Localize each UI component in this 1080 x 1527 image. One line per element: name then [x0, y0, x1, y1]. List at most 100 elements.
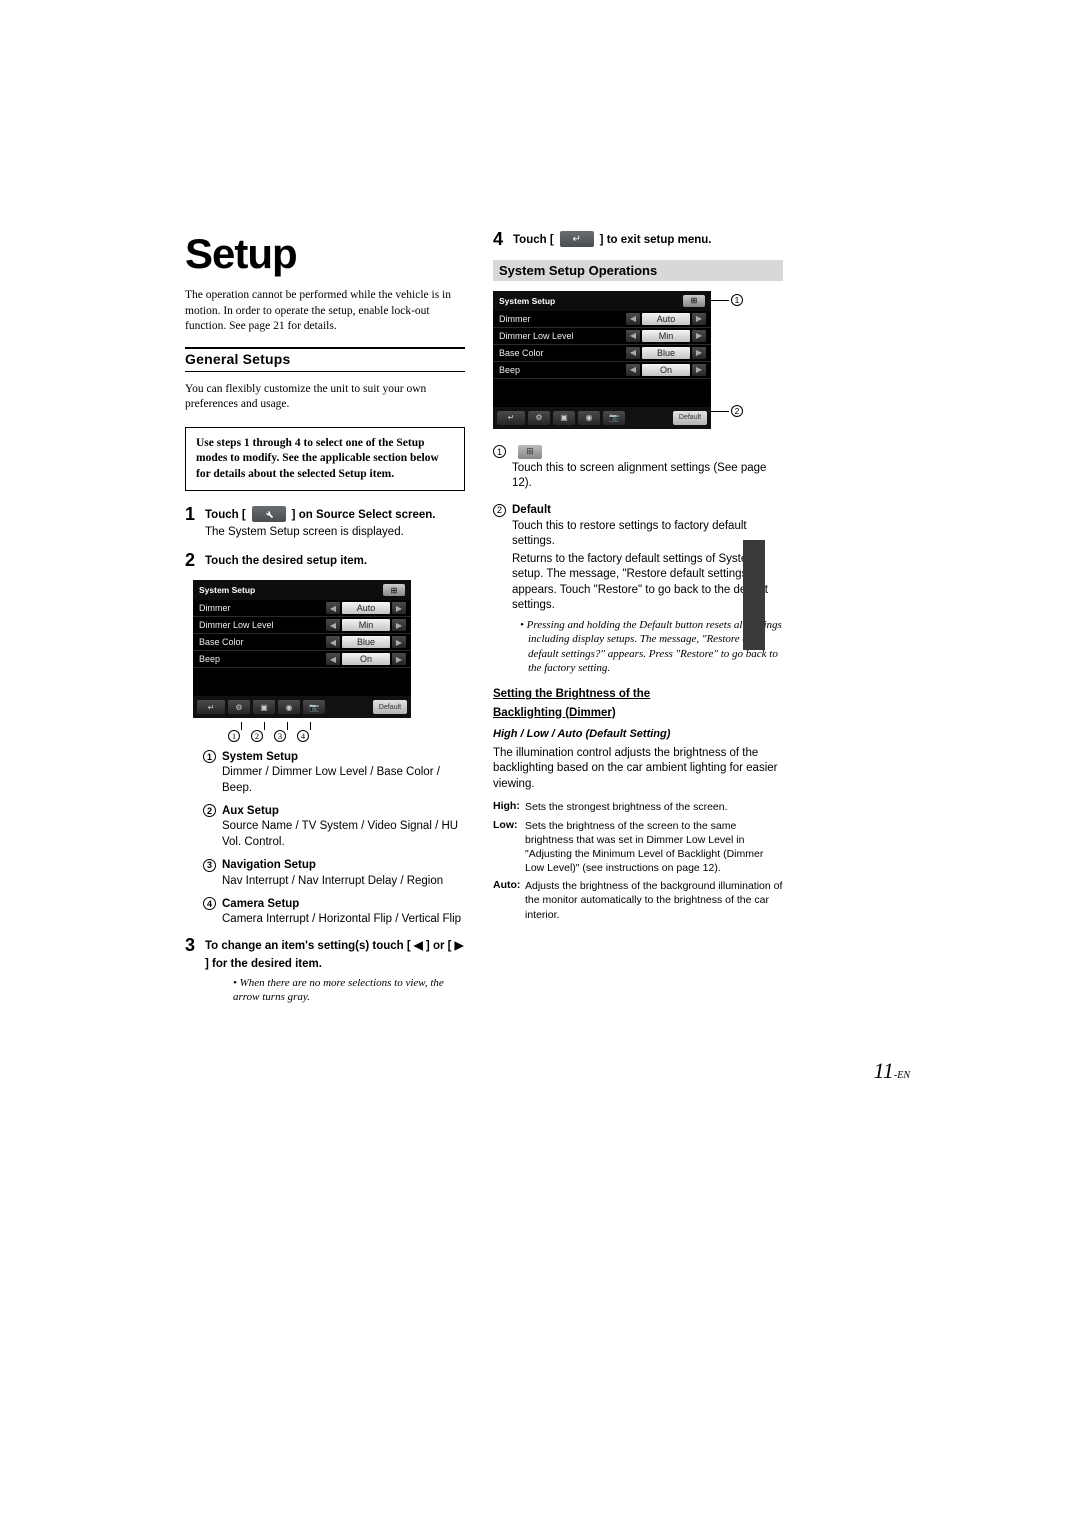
- setup-item: 3Navigation SetupNav Interrupt / Nav Int…: [203, 859, 465, 890]
- callout-4: 4: [297, 730, 309, 742]
- system-setup-screenshot: System Setup ⊞ DimmerAutoDimmer Low Leve…: [193, 580, 411, 718]
- intro-text: The operation cannot be performed while …: [185, 288, 465, 335]
- setting-label: Base Color: [497, 348, 625, 358]
- setting-row: Beep On: [193, 651, 411, 668]
- wrench-icon: [252, 506, 286, 522]
- default-button: Default: [373, 700, 407, 714]
- setting-label: Dimmer Low Level: [197, 620, 325, 630]
- page-number: 11-EN: [185, 1058, 910, 1084]
- left-arrow-icon: [326, 636, 340, 648]
- definition-term: Auto:: [493, 879, 525, 922]
- right-arrow-icon: [692, 313, 706, 325]
- brightness-heading-1: Setting the Brightness of the: [493, 685, 783, 703]
- definition-row: Low:Sets the brightness of the screen to…: [493, 819, 783, 876]
- setting-row: Beep On: [493, 362, 711, 379]
- brightness-intro: The illumination control adjusts the bri…: [493, 746, 783, 793]
- right-column: 4 Touch [ ↵ ] to exit setup menu. System…: [493, 230, 783, 1018]
- definition-term: High:: [493, 800, 525, 814]
- step-3-note: • When there are no more selections to v…: [233, 976, 465, 1005]
- item-number: 2: [203, 804, 216, 817]
- item-desc: Nav Interrupt / Nav Interrupt Delay / Re…: [222, 874, 465, 890]
- screenshot-title: System Setup: [499, 296, 555, 306]
- instruction-box: Use steps 1 through 4 to select one of t…: [185, 427, 465, 492]
- step-number: 2: [185, 551, 205, 571]
- callout-1-desc: Touch this to screen alignment settings …: [512, 461, 783, 492]
- item-number: 3: [203, 859, 216, 872]
- setting-value: Min: [642, 330, 690, 342]
- setup-item: 1 System Setup Dimmer / Dimmer Low Level /…: [203, 750, 465, 796]
- setting-value: Min: [342, 619, 390, 631]
- callout-2-title: Default: [512, 504, 551, 516]
- step-4: 4 Touch [ ↵ ] to exit setup menu.: [493, 230, 783, 250]
- setting-row: Base Color Blue: [493, 345, 711, 362]
- callout-1-num: 1: [493, 445, 506, 458]
- brightness-heading-2: Backlighting (Dimmer): [493, 704, 783, 722]
- camera-tab-icon: 📷: [603, 411, 625, 425]
- callout-2-num: 2: [493, 504, 506, 517]
- callout-3: 3: [274, 730, 286, 742]
- page-title: Setup: [185, 230, 465, 278]
- brightness-sub: High / Low / Auto (Default Setting): [493, 728, 783, 740]
- item-number: 1: [203, 750, 216, 763]
- step-2-title: Touch the desired setup item.: [205, 555, 367, 567]
- left-column: Setup The operation cannot be performed …: [185, 230, 465, 1018]
- system-setup-operations-heading: System Setup Operations: [493, 260, 783, 281]
- item-desc: Dimmer / Dimmer Low Level / Base Color /…: [222, 765, 465, 796]
- setting-label: Dimmer Low Level: [497, 331, 625, 341]
- step-4-title-pre: Touch [: [513, 234, 554, 246]
- left-arrow-icon: [626, 313, 640, 325]
- callout-2: 2: [251, 730, 263, 742]
- screenshot-title: System Setup: [199, 585, 255, 595]
- item-title: System Setup: [222, 751, 298, 763]
- callout-1: 1: [228, 730, 240, 742]
- right-arrow-icon: [392, 619, 406, 631]
- setting-row: Base ColorBlue: [193, 634, 411, 651]
- system-tab-icon: ⚙: [228, 700, 250, 714]
- setting-row: Dimmer Auto: [493, 311, 711, 328]
- setting-value: On: [642, 364, 690, 376]
- aux-tab-icon: ▣: [553, 411, 575, 425]
- setting-value: Auto: [642, 313, 690, 325]
- align-button-icon: ⊞: [383, 584, 405, 596]
- definition-row: Auto:Adjusts the brightness of the backg…: [493, 879, 783, 922]
- definition-body: Sets the strongest brightness of the scr…: [525, 800, 728, 814]
- system-tab-icon: ⚙: [528, 411, 550, 425]
- setting-label: Beep: [497, 365, 625, 375]
- setting-row: Dimmer Low Level Min: [493, 328, 711, 345]
- general-intro: You can flexibly customize the unit to s…: [185, 382, 465, 413]
- step-3: 3 To change an item's setting(s) touch […: [185, 936, 465, 1009]
- definition-term: Low:: [493, 819, 525, 876]
- definition-body: Adjusts the brightness of the background…: [525, 879, 783, 922]
- left-arrow-icon: [626, 347, 640, 359]
- setting-value: On: [342, 653, 390, 665]
- left-arrow-icon: [626, 364, 640, 376]
- general-setups-heading: General Setups: [185, 351, 465, 367]
- back-icon: ↵: [560, 231, 594, 247]
- left-arrow-icon: [326, 619, 340, 631]
- setting-row: Dimmer Low Level Min: [193, 617, 411, 634]
- step-3-title: To change an item's setting(s) touch [ ◀…: [205, 940, 464, 970]
- item-desc: Source Name / TV System / Video Signal /…: [222, 819, 465, 850]
- step-1-title-post: ] on Source Select screen.: [292, 509, 436, 521]
- item-desc: Camera Interrupt / Horizontal Flip / Ver…: [222, 912, 465, 928]
- setting-value: Blue: [642, 347, 690, 359]
- step-number: 3: [185, 936, 205, 956]
- align-icon: ⊞: [518, 445, 542, 459]
- divider: [185, 371, 465, 372]
- right-arrow-icon: [392, 636, 406, 648]
- definition-body: Sets the brightness of the screen to the…: [525, 819, 783, 876]
- annotation-2: 2: [731, 405, 743, 417]
- align-button-icon: ⊞: [683, 295, 705, 307]
- setting-label: Base Color: [197, 637, 325, 647]
- setup-item: 4Camera SetupCamera Interrupt / Horizont…: [203, 897, 465, 928]
- camera-tab-icon: 📷: [303, 700, 325, 714]
- right-arrow-icon: [692, 364, 706, 376]
- nav-tab-icon: ◉: [278, 700, 300, 714]
- definition-row: High:Sets the strongest brightness of th…: [493, 800, 783, 814]
- setting-label: Dimmer: [497, 314, 625, 324]
- callout-1-row: 1 ⊞: [493, 445, 783, 459]
- setting-label: Beep: [197, 654, 325, 664]
- right-arrow-icon: [692, 347, 706, 359]
- annotation-1: 1: [731, 294, 743, 306]
- left-arrow-icon: [626, 330, 640, 342]
